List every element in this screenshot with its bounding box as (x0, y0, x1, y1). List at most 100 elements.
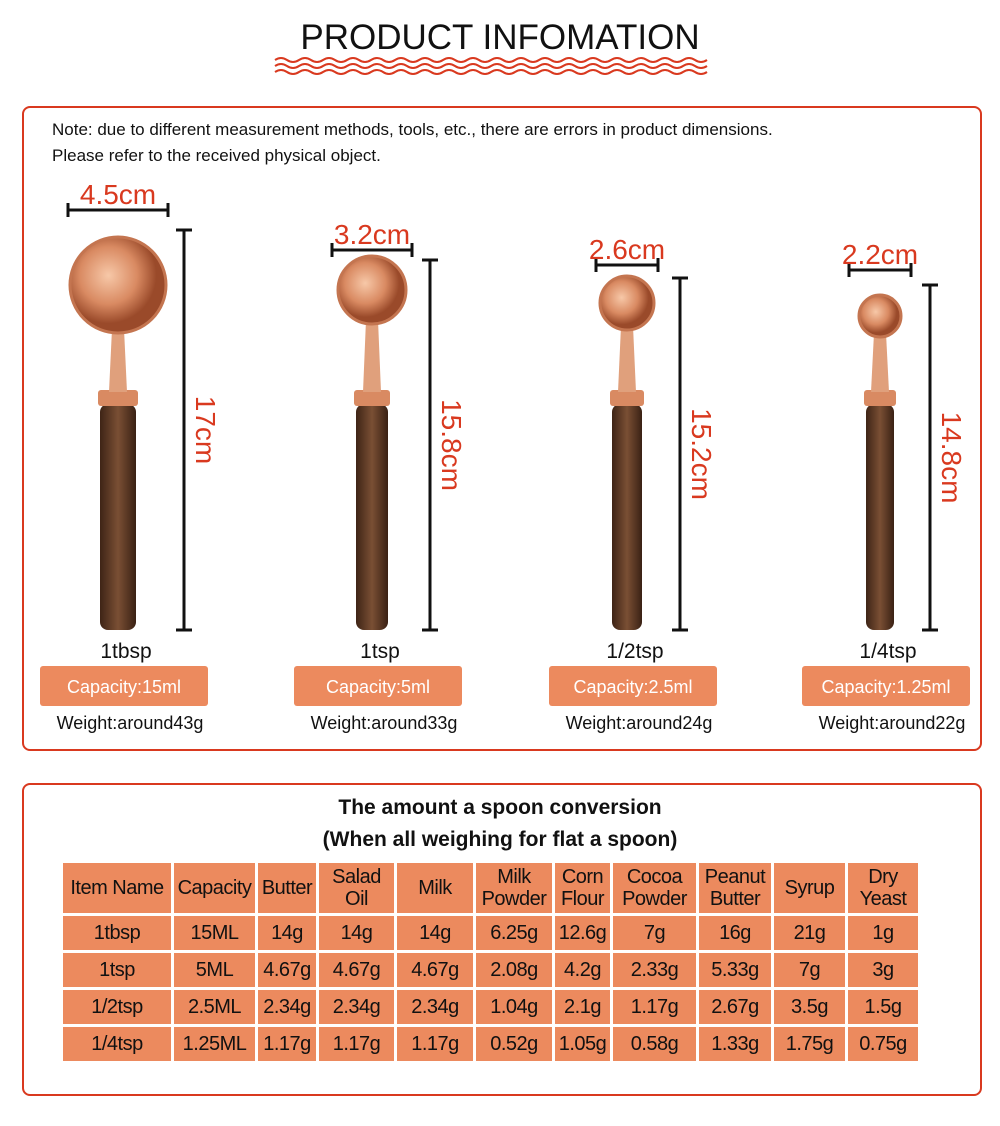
cell: 2.08g (473, 950, 555, 990)
cell: 21g (771, 913, 848, 953)
spoon-drawing: 4.5cm 17cm 1tbsp Capacity:15ml Weight:around… (40, 57, 970, 733)
wavy-underline (274, 57, 708, 75)
capacity: Capacity:5ml (326, 677, 430, 697)
title: PRODUCT INFOMATION (300, 18, 700, 57)
table-subtitle: (When all weighing for flat a spoon) (322, 828, 678, 851)
spoon-handle (866, 404, 894, 630)
cell: 14g (316, 913, 397, 953)
cell: 2.33g (610, 950, 699, 990)
dim (66, 203, 192, 632)
cell: 16g (696, 913, 774, 953)
capacity-box (40, 666, 208, 706)
cell: 7g (610, 913, 699, 953)
cell: 1.17g (610, 987, 699, 1027)
cell: 2.34g (316, 987, 397, 1027)
spoon-ferrule (354, 390, 390, 406)
cell: 4.2g (552, 950, 613, 990)
cell: 1g (845, 913, 921, 953)
header-cell: Corn Flour (552, 860, 613, 916)
cell: 1.75g (771, 1024, 848, 1064)
spoon-neck (618, 326, 636, 392)
dim (330, 243, 438, 632)
conversion-table: Item Name Capacity Butter Salad Oil Milk Milk… (60, 860, 921, 1064)
spoon-ferrule (610, 390, 644, 406)
length-label: 14.8cm (936, 412, 967, 504)
cell: 1.05g (552, 1024, 613, 1064)
spoon-name: 1tbsp (100, 640, 151, 663)
width-label: 2.6cm (589, 234, 665, 265)
spoon-name: 1tsp (360, 640, 400, 663)
spoon-handle (100, 404, 136, 630)
cell: 1.33g (696, 1024, 774, 1064)
cell: 0.58g (610, 1024, 699, 1064)
header-cell: Dry Yeast (845, 860, 921, 916)
cell: 1tbsp (60, 913, 174, 953)
capacity-box (549, 666, 717, 706)
length-label: 15.8cm (436, 399, 467, 491)
cell: 14g (394, 913, 476, 953)
cell: 1/4tsp (60, 1024, 174, 1064)
spoon-neck (109, 329, 127, 392)
header-cell: Cocoa Powder (610, 860, 699, 916)
length-label: 15.2cm (686, 408, 717, 500)
cell: 1.17g (394, 1024, 476, 1064)
cell: 1/2tsp (60, 987, 174, 1027)
spoon-ferrule (864, 390, 896, 406)
capacity: Capacity:2.5ml (573, 677, 692, 697)
cell: 5ML (171, 950, 258, 990)
table-panel (22, 783, 982, 1096)
cell: 2.34g (394, 987, 476, 1027)
weight: Weight:around43g (57, 713, 204, 733)
cell: 1.04g (473, 987, 555, 1027)
capacity: Capacity:15ml (67, 677, 181, 697)
spoon-bowl (336, 254, 408, 326)
spoon-bowl (857, 293, 903, 339)
table-row: Item Name Capacity Butter Salad Oil Milk Milk… (60, 860, 921, 916)
header-cell: Salad Oil (316, 860, 397, 916)
cell: 1.17g (316, 1024, 397, 1064)
spoon-bowl (598, 274, 656, 332)
dim (847, 263, 938, 632)
spoon-handle (356, 404, 388, 630)
cell: 14g (255, 913, 319, 953)
cell: 1.5g (845, 987, 921, 1027)
cell: 7g (771, 950, 848, 990)
spoon-ferrule (98, 390, 138, 406)
length-label: 17cm (190, 396, 221, 464)
cell: 3.5g (771, 987, 848, 1027)
cell: 4.67g (316, 950, 397, 990)
header-cell: Item Name (60, 860, 174, 916)
cell: 2.34g (255, 987, 319, 1027)
cell: 0.52g (473, 1024, 555, 1064)
spoon-name: 1/4tsp (859, 640, 916, 663)
table-row: 1tsp 5ML 4.67g 4.67g 4.67g 2.08g 4.2g 2.33g 5.33… (60, 950, 921, 990)
cell: 2.67g (696, 987, 774, 1027)
header-cell: Syrup (771, 860, 848, 916)
capacity-box (802, 666, 970, 706)
header-cell: Milk Powder (473, 860, 555, 916)
table-row: 1tbsp 15ML 14g 14g 14g 6.25g 12.6g 7g 16g 21g 1g (60, 913, 921, 953)
width-label: 2.2cm (842, 239, 918, 270)
spoon-panel (22, 106, 982, 751)
header-cell: Capacity (171, 860, 258, 916)
cell: 1.25ML (171, 1024, 258, 1064)
cell: 1tsp (60, 950, 174, 990)
table-title: The amount a spoon conversion (338, 796, 662, 819)
spoon-bowl (68, 235, 168, 335)
header-cell: Peanut Butter (696, 860, 774, 916)
spoon-neck (871, 333, 889, 392)
header-cell: Butter (255, 860, 319, 916)
cell: 2.5ML (171, 987, 258, 1027)
spoon-neck (363, 320, 381, 392)
cell: 1.17g (255, 1024, 319, 1064)
note: Note: due to different measurement metho… (52, 120, 773, 139)
cell: 12.6g (552, 913, 613, 953)
cell: 15ML (171, 913, 258, 953)
cell: 2.1g (552, 987, 613, 1027)
cell: 0.75g (845, 1024, 921, 1064)
cell: 3g (845, 950, 921, 990)
weight: Weight:around22g (819, 713, 966, 733)
capacity: Capacity:1.25ml (821, 677, 950, 697)
weight: Weight:around24g (566, 713, 713, 733)
width-label: 3.2cm (334, 219, 410, 250)
